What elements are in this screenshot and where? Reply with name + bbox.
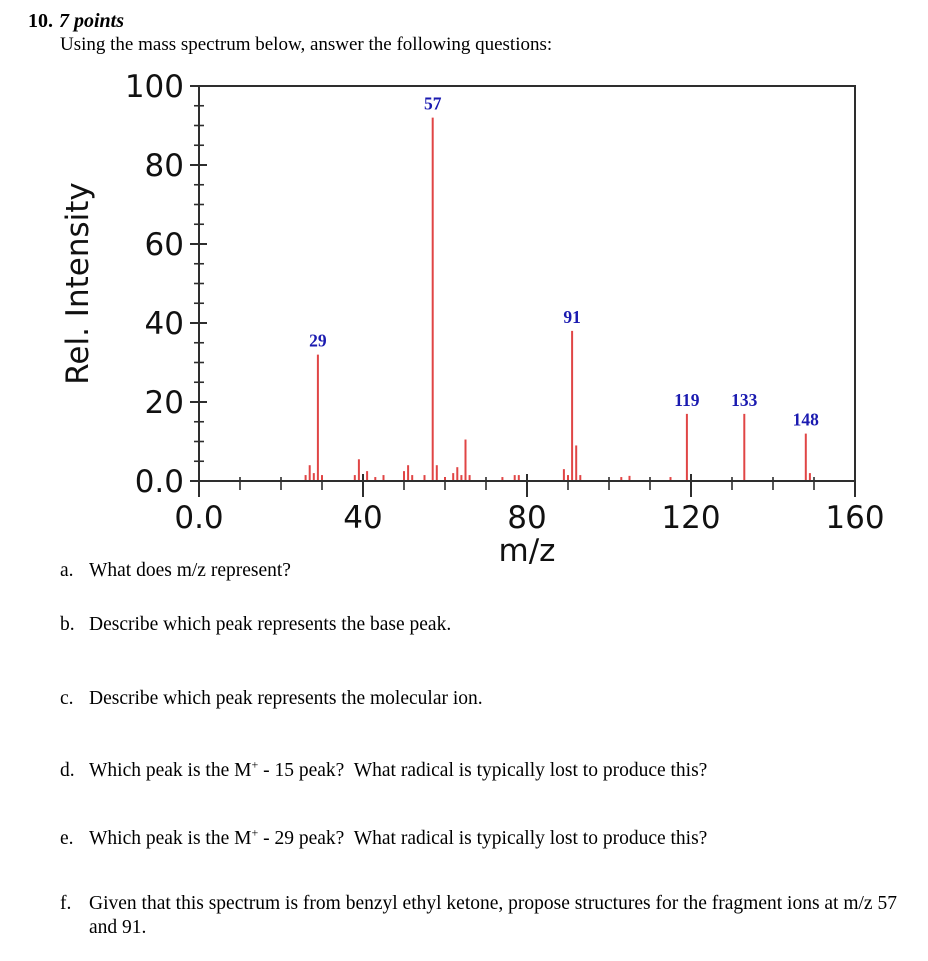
question-letter: e. bbox=[60, 827, 74, 849]
y-tick-label: 100 bbox=[125, 69, 184, 105]
peak-label: 57 bbox=[424, 94, 442, 114]
question-letter: c. bbox=[60, 687, 74, 709]
question-item-d: d. Which peak is the M+ - 15 peak? What … bbox=[60, 759, 909, 783]
axis-frame bbox=[198, 85, 856, 482]
question-text-sup: + bbox=[251, 825, 259, 839]
y-tick-label: 40 bbox=[145, 306, 184, 342]
instruction-text: Using the mass spectrum below, answer th… bbox=[60, 34, 553, 55]
x-tick-label: 120 bbox=[661, 500, 720, 536]
peak-label: 29 bbox=[309, 331, 327, 351]
y-tick-label: 20 bbox=[145, 385, 184, 421]
question-text-pre: Describe which peak represents the base … bbox=[89, 614, 452, 636]
question-item-e: e. Which peak is the M+ - 29 peak? What … bbox=[60, 825, 909, 851]
question-letter: f. bbox=[60, 892, 72, 914]
question-text-pre: Which peak is the M bbox=[89, 827, 252, 849]
y-tick-label: 0.0 bbox=[135, 464, 184, 500]
question-text: Which peak is the M+ - 29 peak? What rad… bbox=[89, 825, 909, 851]
question-text-pre: Describe which peak represents the molec… bbox=[89, 687, 483, 709]
question-item-b: b. Describe which peak represents the ba… bbox=[60, 613, 909, 637]
question-text: What does m/z represent? bbox=[89, 559, 909, 583]
question-text-post: - 29 peak? What radical is typically los… bbox=[258, 827, 708, 849]
question-text: Describe which peak represents the molec… bbox=[89, 687, 909, 711]
question-letter: b. bbox=[60, 614, 75, 636]
questions-list: a. What does m/z represent? b. Describe … bbox=[60, 559, 909, 941]
question-text-pre: Which peak is the M bbox=[89, 760, 252, 782]
question-text: Describe which peak represents the base … bbox=[89, 613, 909, 637]
question-letter: d. bbox=[60, 760, 75, 782]
question-text-pre: What does m/z represent? bbox=[89, 560, 291, 581]
question-text: Which peak is the M+ - 15 peak? What rad… bbox=[89, 759, 909, 783]
peak-label: 133 bbox=[731, 390, 758, 410]
y-tick-label: 80 bbox=[145, 148, 184, 184]
x-axis-title: m/z bbox=[499, 533, 556, 569]
mass-spectrum-chart: 0.0 20 40 60 80 100 0.0 40 80 120 160 29 57 91 119 133 1… bbox=[60, 69, 885, 569]
y-axis-title: Rel. Intensity bbox=[60, 182, 96, 384]
question-text-post: - 15 peak? What radical is typically los… bbox=[258, 760, 708, 782]
question-text: Given that this spectrum is from benzyl … bbox=[89, 892, 909, 941]
y-tick-label: 60 bbox=[145, 227, 184, 263]
x-tick-label: 80 bbox=[507, 500, 546, 536]
question-item-f: f. Given that this spectrum is from benz… bbox=[60, 892, 909, 941]
question-text-pre: Given that this spectrum is from benzyl … bbox=[89, 892, 897, 939]
x-tick-label: 0.0 bbox=[174, 500, 223, 536]
peak-label: 148 bbox=[793, 410, 820, 430]
question-item-a: a. What does m/z represent? bbox=[60, 559, 909, 583]
question-points: 7 points bbox=[59, 10, 125, 32]
peak-label: 91 bbox=[563, 307, 581, 327]
x-tick-label: 40 bbox=[343, 500, 382, 536]
question-item-c: c. Describe which peak represents the mo… bbox=[60, 687, 909, 711]
question-header: 10. 7 points bbox=[28, 10, 124, 33]
question-number: 10. bbox=[28, 10, 53, 32]
question-letter: a. bbox=[60, 560, 74, 581]
x-tick-label: 160 bbox=[825, 500, 884, 536]
question-text-sup: + bbox=[251, 757, 259, 772]
peak-label: 119 bbox=[674, 390, 700, 410]
